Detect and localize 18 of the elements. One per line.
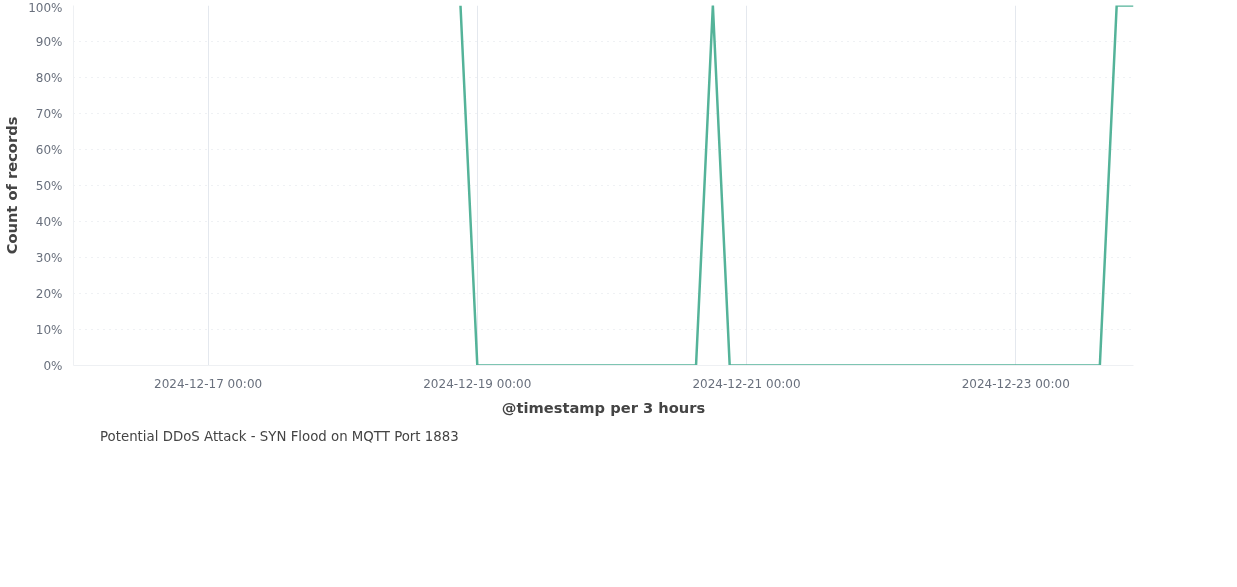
y-tick-label: 30% [35, 250, 63, 265]
y-tick-label: 50% [35, 178, 63, 193]
x-tick-label: 2024-12-23 00:00 [961, 376, 1070, 391]
x-tick-label: 2024-12-21 00:00 [692, 376, 801, 391]
y-tick-label: 90% [35, 34, 63, 49]
x-tick-label: 2024-12-17 00:00 [154, 376, 263, 391]
y-tick-label: 40% [35, 214, 63, 229]
y-tick-label: 70% [35, 106, 63, 121]
y-tick-label: 60% [35, 142, 63, 157]
text: Potential DDoS Attack - SYN Flood on MQTT Port 1883 [100, 428, 459, 444]
y-tick-label: 100% [28, 0, 63, 15]
y-tick-label: 80% [35, 70, 63, 85]
y-tick-label: 0% [43, 358, 63, 373]
x-axis-title: @timestamp per 3 hours [501, 398, 706, 416]
x-tick-label: 2024-12-19 00:00 [423, 376, 532, 391]
y-tick-label: 20% [35, 286, 63, 301]
y-axis-title: Count of records [3, 116, 21, 255]
y-tick-label: 10% [35, 322, 63, 337]
